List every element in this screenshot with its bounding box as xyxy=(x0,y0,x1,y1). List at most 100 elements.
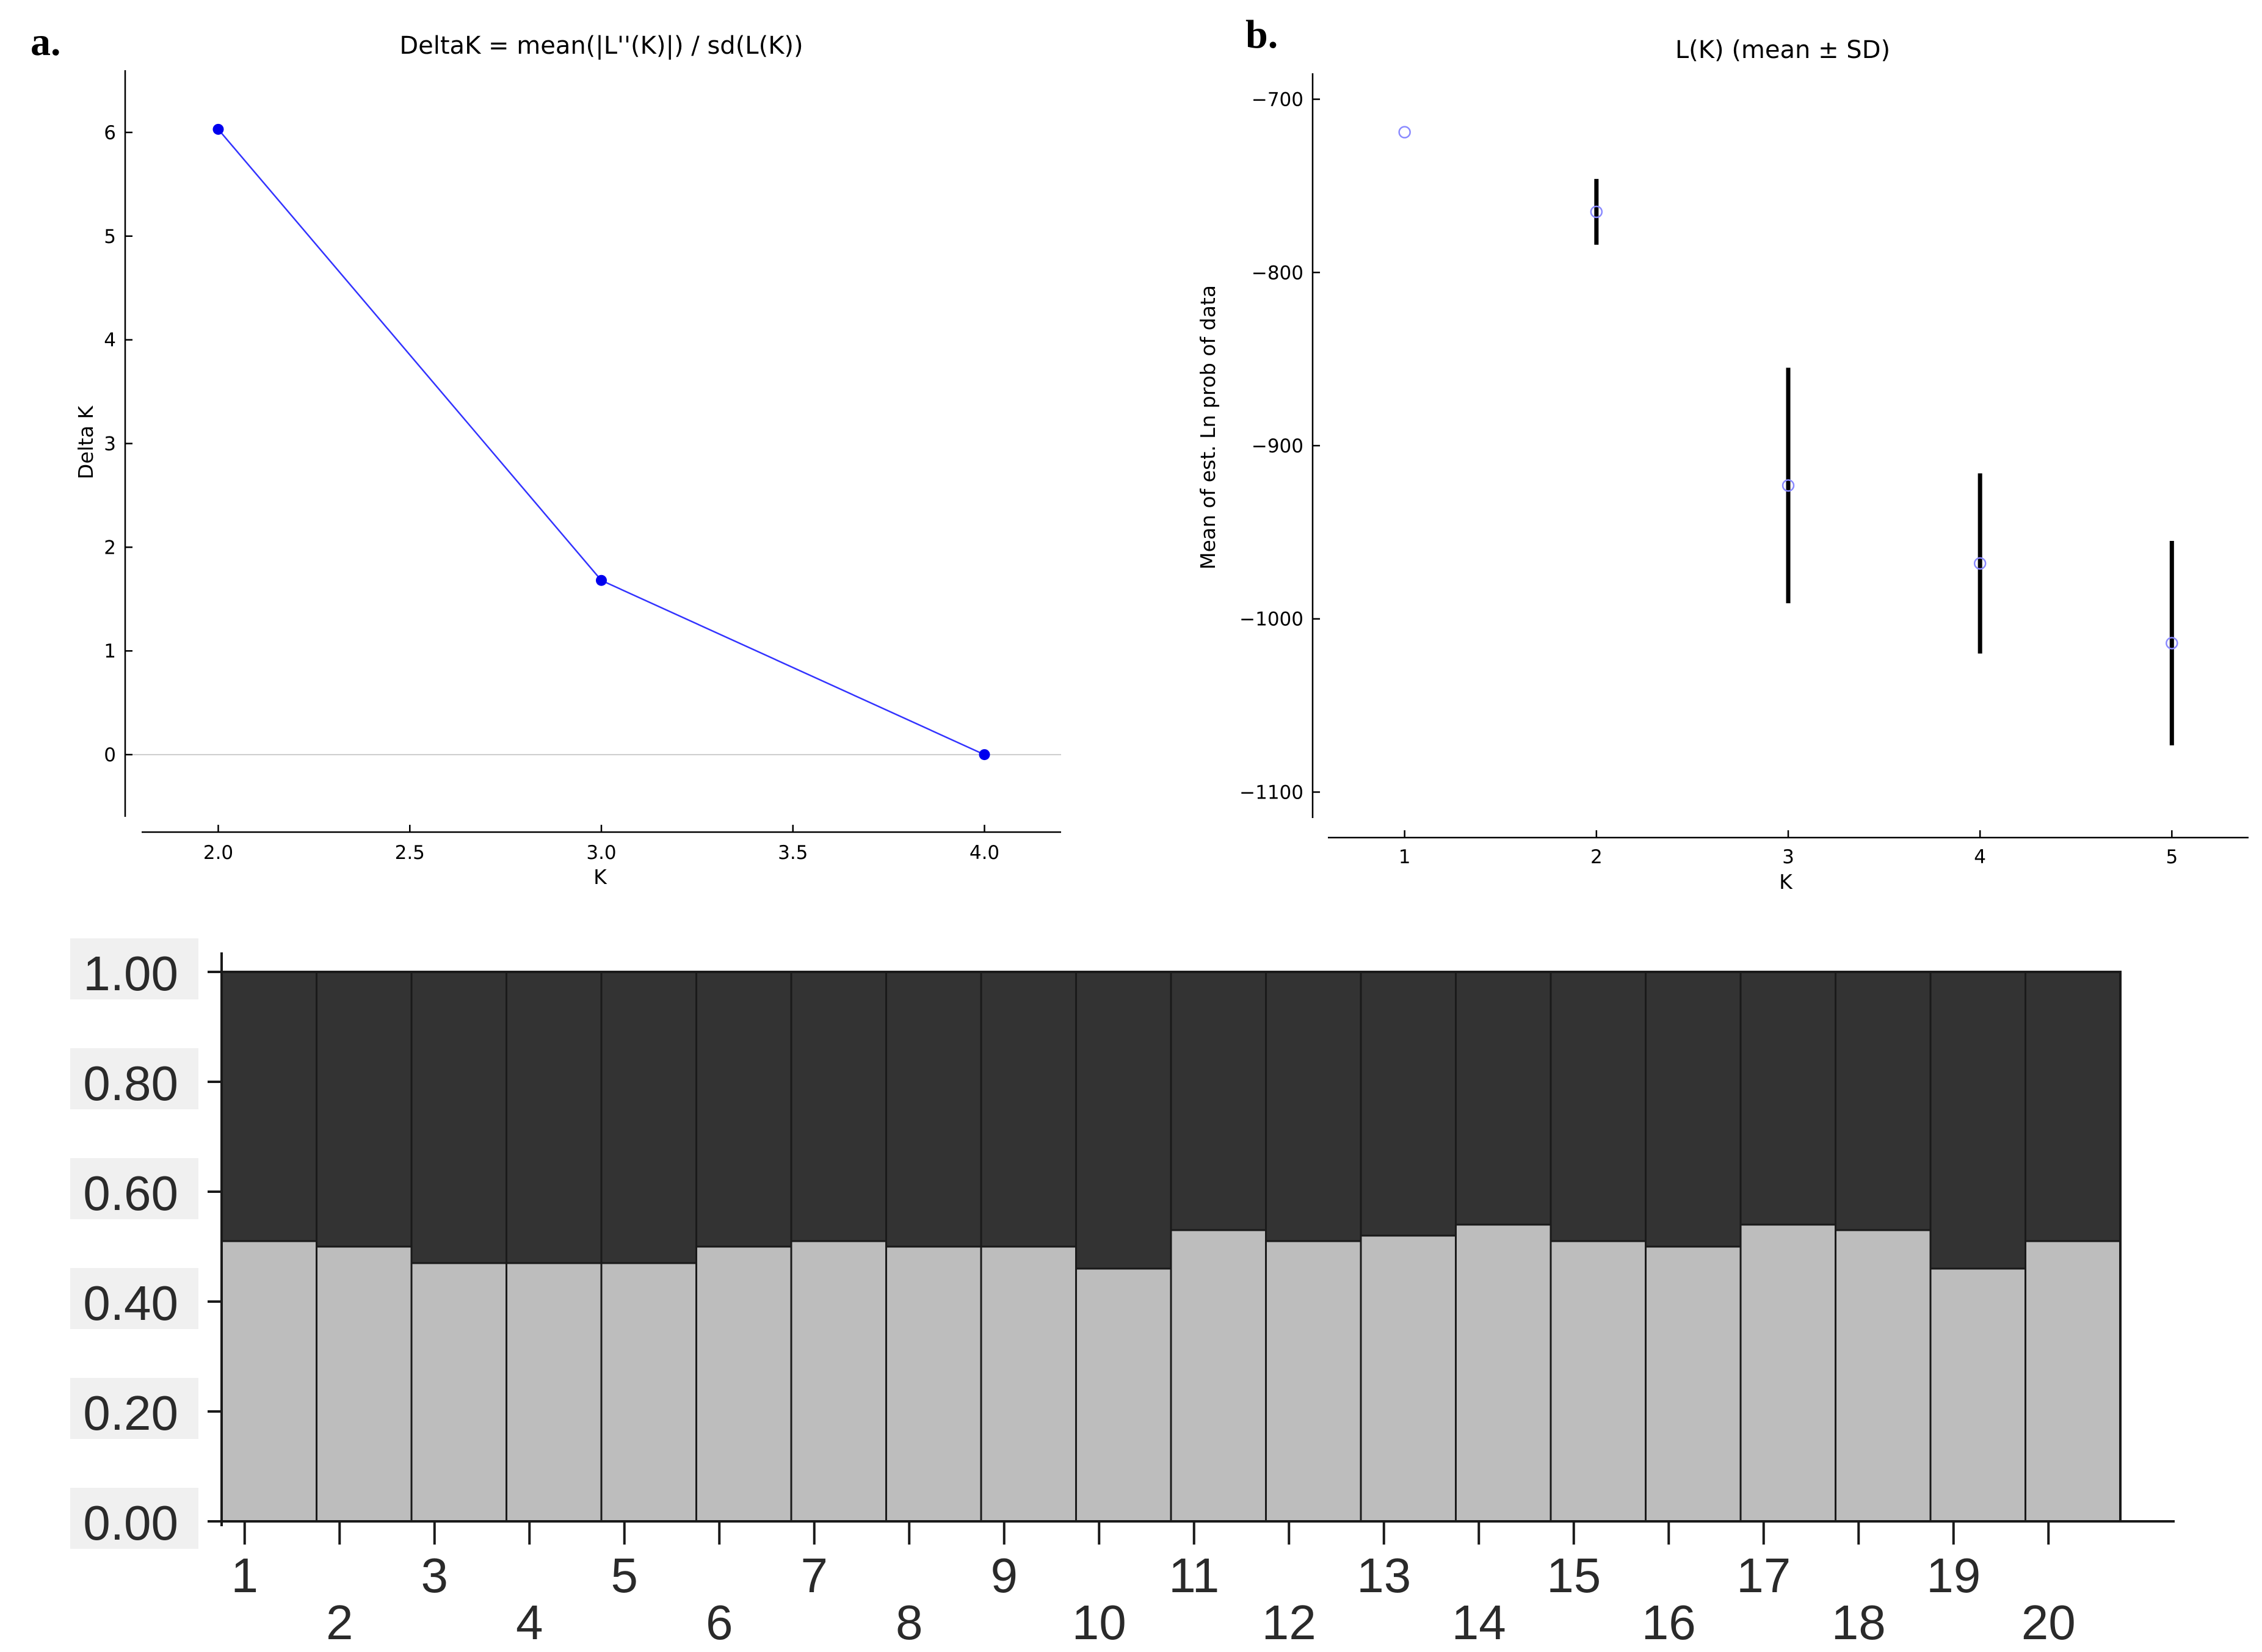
delta-k-ytick-label: 0 xyxy=(104,744,116,766)
structure-bar-upper xyxy=(1929,971,2026,1270)
lk-mean-point xyxy=(1398,126,1411,139)
structure-xtick-label: 20 xyxy=(2021,1595,2076,1650)
structure-xtick-label: 9 xyxy=(991,1548,1018,1603)
structure-ytick-background xyxy=(70,1378,198,1439)
structure-xtick-label: 7 xyxy=(801,1548,828,1603)
structure-bar-lower xyxy=(1170,1229,1267,1523)
structure-bar-upper xyxy=(695,971,792,1248)
delta-k-chart: DeltaK = mean(|L''(K)|) / sd(L(K)) 0 1 2 3 4… xyxy=(74,32,1061,889)
structure-xtick-label: 8 xyxy=(896,1595,923,1650)
structure-barplot: 0.000.200.400.600.801.00 123456789101112… xyxy=(0,913,2262,1652)
delta-k-ytick-label: 2 xyxy=(104,537,116,559)
lk-ylabel: Mean of est. Ln prob of data xyxy=(1196,285,1220,570)
structure-bar-upper xyxy=(316,971,413,1248)
lk-ytick-label: −700 xyxy=(1252,89,1303,111)
lk-ytick-label: −800 xyxy=(1252,262,1303,284)
structure-bar-upper xyxy=(410,971,507,1264)
structure-bar-upper xyxy=(1360,971,1457,1237)
structure-bar-lower xyxy=(885,1245,982,1523)
structure-xtick-label: 2 xyxy=(326,1595,353,1650)
lk-mean-point xyxy=(1973,557,1987,570)
structure-bar-lower xyxy=(980,1245,1077,1523)
structure-bar-upper xyxy=(600,971,697,1264)
structure-bar-lower xyxy=(1075,1267,1172,1523)
lk-mean-point xyxy=(1590,205,1603,219)
structure-bar-lower xyxy=(790,1240,887,1523)
structure-ytick-background xyxy=(70,1268,198,1329)
structure-bar-upper xyxy=(1455,971,1552,1226)
lk-xtick-label: 2 xyxy=(1590,846,1603,868)
structure-bar-lower xyxy=(1360,1234,1457,1523)
structure-ytick-label: 0.40 xyxy=(83,1276,178,1330)
delta-k-point xyxy=(212,123,224,135)
delta-k-xtick-label: 2.5 xyxy=(395,842,425,864)
delta-k-series-line xyxy=(217,129,985,756)
structure-ytick-background xyxy=(70,1048,198,1109)
lk-chart: L(K) (mean ± SD) −700−800−900−1000−1100 … xyxy=(1196,36,2249,894)
structure-xtick-label: 17 xyxy=(1736,1548,1791,1603)
structure-bar-upper xyxy=(1170,971,1267,1231)
structure-ytick-label: 0.60 xyxy=(83,1166,178,1220)
lk-ytick-label: −1000 xyxy=(1239,609,1303,631)
structure-bar-upper xyxy=(1265,971,1362,1242)
structure-bar-upper xyxy=(2025,971,2122,1242)
lk-xlabel: K xyxy=(1779,870,1793,894)
delta-k-ytick-label: 5 xyxy=(104,226,116,248)
structure-bar-upper xyxy=(1645,971,1742,1248)
structure-bar-upper xyxy=(980,971,1077,1248)
structure-xtick-label: 6 xyxy=(706,1595,733,1650)
structure-xtick-label: 13 xyxy=(1357,1548,1411,1603)
structure-bar-upper xyxy=(1739,971,1836,1226)
structure-bar-lower xyxy=(1739,1223,1836,1523)
structure-bar-lower xyxy=(410,1262,507,1523)
structure-ytick-background xyxy=(70,1158,198,1219)
delta-k-ytick-label: 3 xyxy=(104,433,116,455)
structure-xtick-label: 19 xyxy=(1926,1548,1981,1603)
structure-xtick-label: 16 xyxy=(1642,1595,1696,1650)
structure-bar-lower xyxy=(600,1262,697,1523)
delta-k-xlabel: K xyxy=(593,865,607,889)
structure-xtick-label: 12 xyxy=(1262,1595,1316,1650)
structure-bar-lower xyxy=(2025,1240,2122,1523)
lk-xtick-label: 5 xyxy=(2166,846,2178,868)
structure-ytick-label: 0.20 xyxy=(83,1386,178,1440)
delta-k-ytick-label: 6 xyxy=(104,122,116,144)
structure-bar-upper xyxy=(506,971,603,1264)
structure-bar-lower xyxy=(1550,1240,1647,1523)
structure-bar-lower xyxy=(220,1240,317,1523)
structure-bar-upper xyxy=(1835,971,1932,1231)
structure-xtick-label: 14 xyxy=(1452,1595,1506,1650)
delta-k-point xyxy=(979,749,990,761)
structure-bar-lower xyxy=(1835,1229,1932,1523)
structure-xtick-label: 5 xyxy=(611,1548,639,1603)
delta-k-ytick-label: 4 xyxy=(104,330,116,352)
lk-xtick-label: 4 xyxy=(1974,846,1986,868)
structure-ytick-label: 0.00 xyxy=(83,1496,178,1550)
structure-ytick-background xyxy=(70,938,198,999)
structure-bar-lower xyxy=(695,1245,792,1523)
lk-ytick-label: −900 xyxy=(1252,435,1303,457)
delta-k-xtick-label: 4.0 xyxy=(970,842,999,864)
lk-xtick-label: 1 xyxy=(1399,846,1411,868)
structure-bar-upper xyxy=(1550,971,1647,1242)
structure-xtick-label: 18 xyxy=(1832,1595,1886,1650)
structure-bar-lower xyxy=(1929,1267,2026,1523)
structure-ytick-background xyxy=(70,1488,198,1549)
structure-bar-lower xyxy=(1455,1223,1552,1523)
structure-xtick-label: 3 xyxy=(421,1548,449,1603)
delta-k-title: DeltaK = mean(|L''(K)|) / sd(L(K)) xyxy=(399,32,803,60)
structure-bar-upper xyxy=(1075,971,1172,1270)
panel-a-letter: a. xyxy=(31,20,61,64)
lk-title: L(K) (mean ± SD) xyxy=(1675,36,1890,64)
structure-xtick-label: 4 xyxy=(516,1595,543,1650)
lk-mean-point xyxy=(2166,637,2178,650)
delta-k-ylabel: Delta K xyxy=(74,405,98,480)
delta-k-xtick-label: 2.0 xyxy=(203,842,233,864)
lk-ytick-label: −1100 xyxy=(1239,781,1303,803)
structure-xtick-label: 15 xyxy=(1546,1548,1601,1603)
panel-b-letter: b. xyxy=(1245,12,1278,57)
structure-bar-lower xyxy=(1645,1245,1742,1523)
structure-bar-upper xyxy=(885,971,982,1248)
structure-bar-upper xyxy=(220,971,317,1242)
